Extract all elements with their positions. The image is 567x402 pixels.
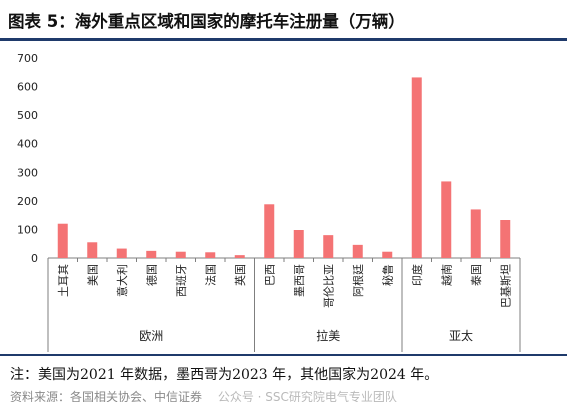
bar [500, 220, 511, 258]
bar [293, 230, 304, 258]
bar [382, 251, 393, 258]
category-label: 巴基斯坦 [498, 264, 512, 308]
group-label: 拉美 [316, 328, 340, 343]
category-label: 哥伦比亚 [321, 264, 335, 308]
category-label: 墨西哥 [293, 264, 306, 297]
chart-note: 注：美国为2021 年数据，墨西哥为2023 年，其他国家为2024 年。 [10, 367, 439, 383]
bar [205, 252, 216, 258]
category-label: 意大利 [115, 264, 129, 297]
category-label: 泰国 [469, 264, 483, 286]
group-label: 亚太 [449, 328, 473, 343]
y-tick-label: 400 [17, 138, 38, 151]
bar [441, 181, 452, 258]
y-tick-label: 600 [17, 81, 38, 94]
y-tick-label: 500 [17, 109, 38, 122]
bar [234, 255, 245, 258]
bar [264, 204, 275, 258]
bar [57, 223, 68, 258]
source-text: 资料来源：各国相关协会、中信证券 [10, 390, 203, 402]
category-label: 土耳其 [57, 264, 70, 297]
category-label: 法国 [203, 264, 217, 286]
bar [352, 244, 363, 258]
bar [116, 248, 127, 258]
bar-chart: 7006005004003002001000土耳其 美国 意大利 德国 西班牙 法国 英国巴… [17, 52, 521, 352]
bar [175, 251, 186, 258]
category-label: 越南 [439, 264, 453, 286]
title-bar: 图表 5：海外重点区域和国家的摩托车注册量（万辆） [0, 0, 567, 41]
category-label: 美国 [86, 264, 99, 286]
bar [323, 235, 334, 258]
category-label: 德国 [144, 264, 158, 286]
title-rule [0, 38, 567, 41]
y-tick-label: 700 [17, 52, 38, 65]
category-label: 阿根廷 [351, 264, 365, 297]
y-tick-label: 0 [31, 252, 38, 265]
bar [146, 250, 157, 258]
category-label: 印度 [410, 264, 424, 286]
group-label: 欧洲 [139, 329, 163, 343]
y-tick-label: 200 [17, 195, 38, 208]
source-line: 资料来源：各国相关协会、中信证券 公众号 · SSC研究院电气专业团队 [10, 388, 397, 402]
category-label: 秘鲁 [380, 264, 394, 286]
category-label: 西班牙 [175, 264, 188, 297]
category-label: 英国 [233, 264, 247, 286]
category-label: 巴西 [263, 264, 276, 286]
bar [87, 242, 98, 258]
watermark-text: 公众号 · SSC研究院电气专业团队 [217, 390, 397, 402]
y-tick-label: 300 [17, 166, 38, 179]
chart-title: 图表 5：海外重点区域和国家的摩托车注册量（万辆） [8, 12, 405, 31]
y-tick-label: 100 [17, 223, 38, 236]
bar [411, 77, 422, 258]
bar [470, 209, 481, 258]
bottom-rule [0, 354, 567, 356]
